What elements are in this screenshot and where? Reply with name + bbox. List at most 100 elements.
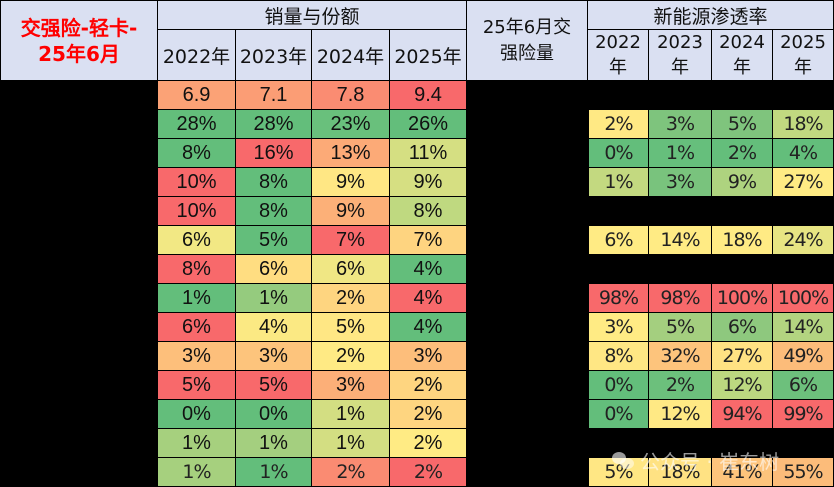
nev-penetration-cell[interactable]: 100% bbox=[773, 284, 834, 313]
sales-cell[interactable]: 2% bbox=[312, 284, 390, 313]
sales-cell[interactable]: 8% bbox=[236, 197, 312, 226]
nev-penetration-cell[interactable]: 94% bbox=[712, 400, 773, 429]
nev-penetration-cell[interactable]: 6% bbox=[588, 226, 649, 255]
nev-penetration-cell[interactable]: 3% bbox=[649, 110, 712, 139]
sales-cell[interactable]: 3% bbox=[390, 342, 467, 371]
sales-cell[interactable]: 6% bbox=[236, 255, 312, 284]
sales-cell[interactable]: 5% bbox=[158, 371, 236, 400]
sales-cell[interactable]: 6% bbox=[158, 313, 236, 342]
nev-penetration-cell[interactable]: 14% bbox=[649, 226, 712, 255]
nev-penetration-cell[interactable]: 6% bbox=[773, 371, 834, 400]
nev-penetration-cell[interactable]: 32% bbox=[649, 342, 712, 371]
sales-cell[interactable]: 9% bbox=[390, 168, 467, 197]
sales-cell[interactable]: 10% bbox=[158, 197, 236, 226]
nev-penetration-cell[interactable]: 3% bbox=[588, 313, 649, 342]
sales-cell[interactable]: 4% bbox=[236, 313, 312, 342]
sales-cell[interactable]: 16% bbox=[236, 139, 312, 168]
nev-penetration-cell[interactable]: 0% bbox=[588, 400, 649, 429]
sales-cell[interactable]: 5% bbox=[312, 313, 390, 342]
nev-penetration-cell[interactable]: 1% bbox=[588, 168, 649, 197]
nev-penetration-cell[interactable]: 4% bbox=[773, 139, 834, 168]
nev-penetration-cell[interactable]: 3% bbox=[649, 168, 712, 197]
sales-cell[interactable]: 1% bbox=[236, 429, 312, 458]
nev-penetration-cell[interactable]: 2% bbox=[588, 110, 649, 139]
sales-cell[interactable]: 1% bbox=[236, 284, 312, 313]
sales-cell[interactable]: 3% bbox=[236, 342, 312, 371]
sales-cell[interactable]: 0% bbox=[158, 400, 236, 429]
sales-cell[interactable]: 7% bbox=[312, 226, 390, 255]
nev-penetration-cell[interactable]: 18% bbox=[712, 226, 773, 255]
sales-cell[interactable]: 5% bbox=[236, 371, 312, 400]
sales-cell[interactable]: 3% bbox=[158, 342, 236, 371]
sales-cell[interactable]: 9% bbox=[312, 197, 390, 226]
nev-penetration-cell[interactable]: 49% bbox=[773, 342, 834, 371]
sales-cell[interactable]: 0% bbox=[236, 400, 312, 429]
nev-penetration-cell[interactable]: 14% bbox=[773, 313, 834, 342]
year-label: 2025 bbox=[780, 32, 826, 53]
sales-cell[interactable]: 28% bbox=[158, 110, 236, 139]
sales-cell[interactable]: 1% bbox=[158, 284, 236, 313]
nev-penetration-cell[interactable]: 9% bbox=[712, 168, 773, 197]
sales-cell[interactable]: 2% bbox=[312, 342, 390, 371]
nev-penetration-cell[interactable]: 0% bbox=[588, 371, 649, 400]
sales-year-header: 2024年 bbox=[312, 30, 390, 81]
nev-penetration-cell[interactable]: 100% bbox=[712, 284, 773, 313]
sales-cell[interactable]: 1% bbox=[158, 429, 236, 458]
sales-cell[interactable]: 2% bbox=[312, 458, 390, 487]
nev-penetration-cell[interactable]: 27% bbox=[773, 168, 834, 197]
sales-cell[interactable]: 2% bbox=[390, 429, 467, 458]
sales-cell[interactable]: 2% bbox=[390, 371, 467, 400]
sales-cell[interactable]: 2% bbox=[390, 400, 467, 429]
nev-penetration-cell[interactable]: 41% bbox=[712, 458, 773, 487]
sales-cell[interactable]: 28% bbox=[236, 110, 312, 139]
sales-cell[interactable]: 7.1 bbox=[236, 81, 312, 110]
sales-cell[interactable]: 1% bbox=[158, 458, 236, 487]
nev-penetration-cell[interactable]: 24% bbox=[773, 226, 834, 255]
nev-penetration-cell[interactable]: 98% bbox=[649, 284, 712, 313]
nev-penetration-cell[interactable]: 1% bbox=[649, 139, 712, 168]
sales-cell[interactable]: 26% bbox=[390, 110, 467, 139]
sales-cell[interactable]: 23% bbox=[312, 110, 390, 139]
sales-cell[interactable]: 1% bbox=[236, 458, 312, 487]
nev-penetration-cell[interactable]: 5% bbox=[649, 313, 712, 342]
sales-cell[interactable]: 7% bbox=[390, 226, 467, 255]
nev-penetration-cell[interactable]: 27% bbox=[712, 342, 773, 371]
nev-penetration-cell[interactable]: 5% bbox=[712, 110, 773, 139]
nev-penetration-cell[interactable]: 6% bbox=[712, 313, 773, 342]
nev-penetration-cell[interactable]: 18% bbox=[773, 110, 834, 139]
sales-cell[interactable]: 8% bbox=[158, 139, 236, 168]
sales-cell[interactable]: 11% bbox=[390, 139, 467, 168]
sales-cell[interactable]: 10% bbox=[158, 168, 236, 197]
sales-cell[interactable]: 8% bbox=[236, 168, 312, 197]
nev-penetration-cell[interactable]: 2% bbox=[649, 371, 712, 400]
sales-cell[interactable]: 4% bbox=[390, 313, 467, 342]
sales-cell[interactable]: 1% bbox=[312, 400, 390, 429]
sales-cell[interactable]: 1% bbox=[312, 429, 390, 458]
nev-penetration-cell[interactable]: 12% bbox=[649, 400, 712, 429]
sales-cell[interactable]: 6% bbox=[158, 226, 236, 255]
sales-cell[interactable]: 3% bbox=[312, 371, 390, 400]
nev-penetration-cell[interactable]: 0% bbox=[588, 139, 649, 168]
sales-cell[interactable]: 9.4 bbox=[390, 81, 467, 110]
nev-penetration-cell[interactable]: 99% bbox=[773, 400, 834, 429]
nev-penetration-cell[interactable]: 18% bbox=[649, 458, 712, 487]
sales-year-header: 2022年 bbox=[158, 30, 236, 81]
year-label: 2024年 bbox=[316, 45, 385, 68]
sales-cell[interactable]: 8% bbox=[390, 197, 467, 226]
sales-cell[interactable]: 2% bbox=[390, 458, 467, 487]
nev-penetration-cell[interactable]: 98% bbox=[588, 284, 649, 313]
sales-cell[interactable]: 9% bbox=[312, 168, 390, 197]
nev-penetration-cell[interactable]: 12% bbox=[712, 371, 773, 400]
sales-cell[interactable]: 6% bbox=[312, 255, 390, 284]
sales-cell[interactable]: 7.8 bbox=[312, 81, 390, 110]
nev-penetration-cell[interactable]: 2% bbox=[712, 139, 773, 168]
nev-penetration-cell[interactable]: 55% bbox=[773, 458, 834, 487]
nev-penetration-cell[interactable]: 8% bbox=[588, 342, 649, 371]
year-suffix: 年 bbox=[609, 57, 627, 78]
sales-cell[interactable]: 8% bbox=[158, 255, 236, 284]
sales-cell[interactable]: 13% bbox=[312, 139, 390, 168]
sales-cell[interactable]: 6.9 bbox=[158, 81, 236, 110]
sales-cell[interactable]: 4% bbox=[390, 284, 467, 313]
sales-cell[interactable]: 5% bbox=[236, 226, 312, 255]
sales-cell[interactable]: 4% bbox=[390, 255, 467, 284]
